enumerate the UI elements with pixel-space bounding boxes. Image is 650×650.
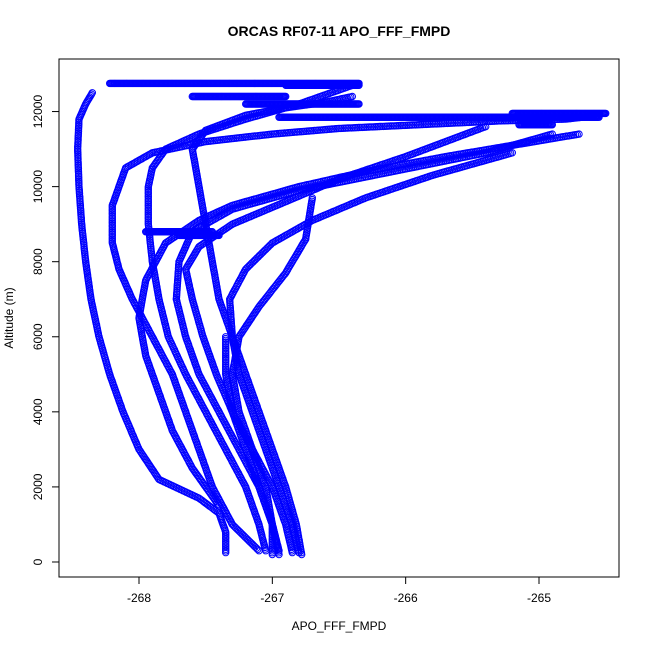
data-point xyxy=(247,260,255,268)
data-point xyxy=(602,109,610,118)
data-point xyxy=(252,255,260,263)
data-point xyxy=(308,194,316,202)
y-tick-label: 10000 xyxy=(31,170,45,204)
data-point xyxy=(87,90,96,98)
data-point xyxy=(263,244,271,252)
data-point xyxy=(233,525,242,534)
y-tick-label: 8000 xyxy=(31,248,45,275)
data-point xyxy=(482,122,490,131)
y-axis: 0 2000 4000 6000 8000 10000 12000 xyxy=(31,95,60,565)
data-point xyxy=(243,264,251,272)
y-tick-label: 6000 xyxy=(31,323,45,350)
data-point xyxy=(245,261,254,270)
data-point xyxy=(243,535,252,544)
data-point xyxy=(255,251,264,260)
y-axis-label: Altitude (m) xyxy=(2,287,16,348)
x-tick-label: -267 xyxy=(260,591,284,605)
data-point xyxy=(355,100,363,108)
data-point xyxy=(242,265,250,273)
data-point xyxy=(264,243,273,251)
x-axis: -268 -267 -266 -265 xyxy=(127,576,551,605)
data-point xyxy=(262,245,270,253)
data-point xyxy=(254,545,262,554)
chart-title: ORCAS RF07-11 APO_FFF_FMPD xyxy=(228,23,451,39)
data-point xyxy=(250,542,258,550)
data-points xyxy=(74,79,610,559)
data-point xyxy=(252,544,261,552)
data-point xyxy=(244,263,252,271)
data-point xyxy=(259,248,268,256)
y-tick-label: 0 xyxy=(31,558,45,565)
data-point xyxy=(248,259,256,267)
data-point xyxy=(251,543,259,551)
data-point xyxy=(237,529,245,537)
data-point xyxy=(247,539,256,547)
data-point xyxy=(235,527,243,535)
data-point xyxy=(147,150,155,158)
data-point xyxy=(222,333,230,341)
data-point xyxy=(258,249,266,257)
y-tick-label: 12000 xyxy=(31,95,45,129)
data-point xyxy=(348,92,356,101)
x-tick-label: -268 xyxy=(127,591,151,605)
data-point xyxy=(249,258,258,266)
data-point xyxy=(245,537,253,545)
data-point xyxy=(355,81,363,90)
data-point xyxy=(548,121,556,129)
data-point xyxy=(240,532,248,540)
data-point xyxy=(236,528,244,536)
data-point xyxy=(246,538,254,546)
data-point xyxy=(249,540,257,549)
data-point xyxy=(301,237,309,245)
y-tick-label: 4000 xyxy=(31,398,45,425)
data-point xyxy=(575,130,583,138)
data-point xyxy=(257,250,265,258)
data-point xyxy=(253,254,261,262)
data-point xyxy=(88,89,97,97)
data-point xyxy=(508,149,516,157)
data-point xyxy=(238,530,247,539)
data-point xyxy=(232,524,240,532)
data-point xyxy=(241,533,249,541)
y-tick-label: 2000 xyxy=(31,473,45,500)
data-point xyxy=(215,231,223,240)
data-point xyxy=(261,246,269,255)
x-tick-label: -266 xyxy=(394,591,418,605)
data-point xyxy=(250,256,259,265)
data-point xyxy=(242,534,251,542)
data-point xyxy=(282,92,290,101)
x-axis-label: APO_FFF_FMPD xyxy=(292,619,387,633)
data-point xyxy=(254,253,263,261)
x-tick-label: -265 xyxy=(527,591,551,605)
